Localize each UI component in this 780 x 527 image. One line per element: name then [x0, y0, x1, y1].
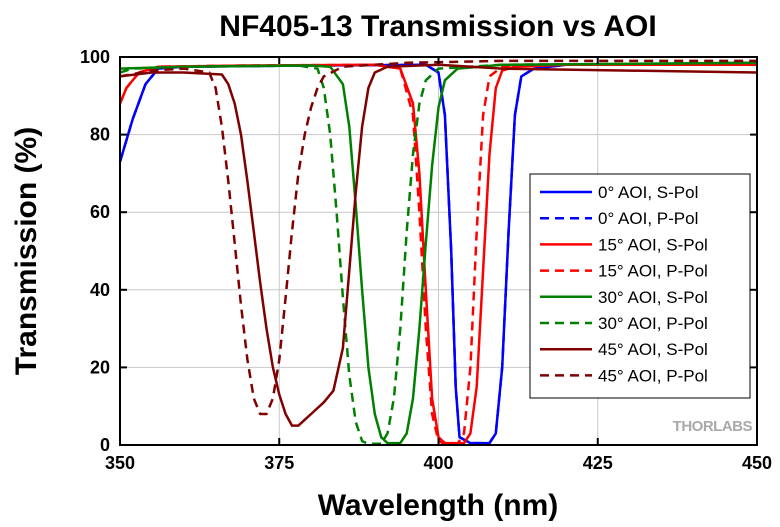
series-line-4 [118, 63, 757, 446]
y-tick-label: 80 [90, 125, 110, 145]
legend-label-2: 0° AOI, P-Pol [598, 209, 698, 228]
series-line-6 [119, 61, 758, 446]
legend-label-8: 45° AOI, P-Pol [598, 366, 708, 385]
y-tick-label: 100 [80, 47, 110, 67]
x-tick-label: 450 [742, 453, 772, 473]
y-tick-label: 20 [90, 357, 110, 377]
legend-label-5: 30° AOI, S-Pol [598, 288, 708, 307]
x-axis-title: Wavelength (nm) [318, 489, 559, 522]
chart-title: NF405-13 Transmission vs AOI [219, 10, 656, 43]
series-line-5 [119, 61, 758, 445]
legend-label-1: 0° AOI, S-Pol [598, 183, 698, 202]
legend-label-7: 45° AOI, S-Pol [598, 340, 708, 359]
tick-layer: 350 375 400 425 450 0 20 40 60 80 100 [80, 47, 772, 473]
y-tick-label: 0 [100, 435, 110, 455]
legend-label-4: 15° AOI, P-Pol [598, 262, 708, 281]
thorlabs-watermark: THORLABS [673, 418, 753, 435]
legend-label-3: 15° AOI, S-Pol [598, 235, 708, 254]
series-line-8 [119, 59, 757, 416]
x-tick-label: 425 [583, 453, 613, 473]
y-tick-label: 40 [90, 280, 110, 300]
legend-box [529, 173, 751, 399]
series-line-7 [119, 63, 758, 427]
series-line-2 [118, 61, 758, 445]
y-axis-title: Transmission (%) [10, 127, 43, 375]
x-tick-label: 400 [423, 453, 453, 473]
x-tick-label: 375 [264, 453, 294, 473]
series-layer [118, 59, 758, 446]
y-tick-label: 60 [90, 202, 110, 222]
grid-layer [120, 57, 757, 445]
x-tick-label: 350 [105, 453, 135, 473]
legend-label-6: 30° AOI, P-Pol [598, 314, 708, 333]
legend: 0° AOI, S-Pol 0° AOI, P-Pol 15° AOI, S-Pol… [529, 173, 751, 399]
